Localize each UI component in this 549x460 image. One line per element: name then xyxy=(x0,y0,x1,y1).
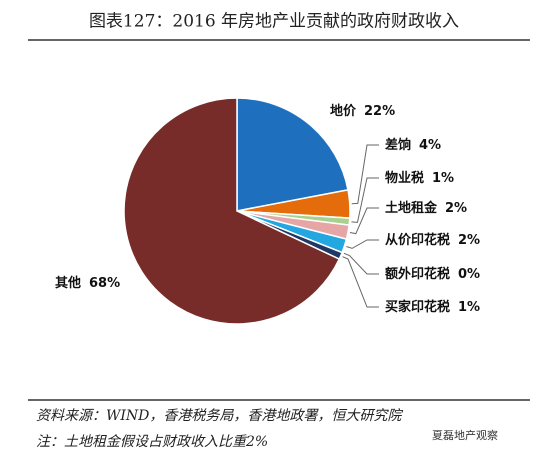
leader-line xyxy=(351,144,379,205)
chart-title: 图表127：2016 年房地产业贡献的政府财政收入 xyxy=(89,12,459,32)
slice-name: 物业税 xyxy=(385,170,424,186)
slice-label: 物业税 1% xyxy=(385,170,454,186)
slice-name: 其他 xyxy=(55,275,81,291)
slice-label: 地价 22% xyxy=(330,103,395,119)
slice-label: 从价印花税 2% xyxy=(385,232,480,248)
leader-line xyxy=(351,177,379,223)
pie-slice xyxy=(236,97,349,212)
leader-line xyxy=(349,207,379,235)
slice-value-label: 1% xyxy=(432,171,454,186)
leader-line xyxy=(343,252,379,275)
slice-value-label: 4% xyxy=(419,138,441,153)
pie-slice xyxy=(123,97,341,325)
slice-label: 额外印花税 0% xyxy=(385,266,480,282)
footnote: 注：土地租金假设占财政收入比重2% xyxy=(36,434,268,450)
watermark: 夏磊地产观察 xyxy=(432,428,498,442)
slice-value-label: 22% xyxy=(364,104,395,119)
slice-name: 土地租金 xyxy=(385,200,438,216)
slice-value-label: 2% xyxy=(458,233,480,248)
leader-line xyxy=(346,239,379,249)
slice-value-label: 68% xyxy=(89,276,120,291)
slice-label: 其他 68% xyxy=(55,275,120,291)
slice-name: 地价 xyxy=(330,103,357,119)
pie xyxy=(123,97,351,325)
source-note: 资料来源：WIND，香港税务局，香港地政署，恒大研究院 xyxy=(36,408,403,424)
slice-label: 土地租金 2% xyxy=(385,200,467,216)
slice-value-label: 1% xyxy=(458,300,480,315)
slice-name: 买家印花税 xyxy=(385,299,450,315)
leader-line xyxy=(342,256,379,308)
slice-value-label: 2% xyxy=(445,201,467,216)
slice-label: 买家印花税 1% xyxy=(385,299,480,315)
slice-name: 额外印花税 xyxy=(385,266,450,282)
labels: 地价 22% 差饷 4% 物业税 1% 土地租金 2% 从价印花税 2% 额外印花税 0% 买家印花税 1… xyxy=(55,103,480,315)
slice-name: 差饷 xyxy=(385,137,411,153)
slice-name: 从价印花税 xyxy=(385,232,450,248)
slice-value-label: 0% xyxy=(458,267,480,282)
slice-label: 差饷 4% xyxy=(385,137,441,153)
